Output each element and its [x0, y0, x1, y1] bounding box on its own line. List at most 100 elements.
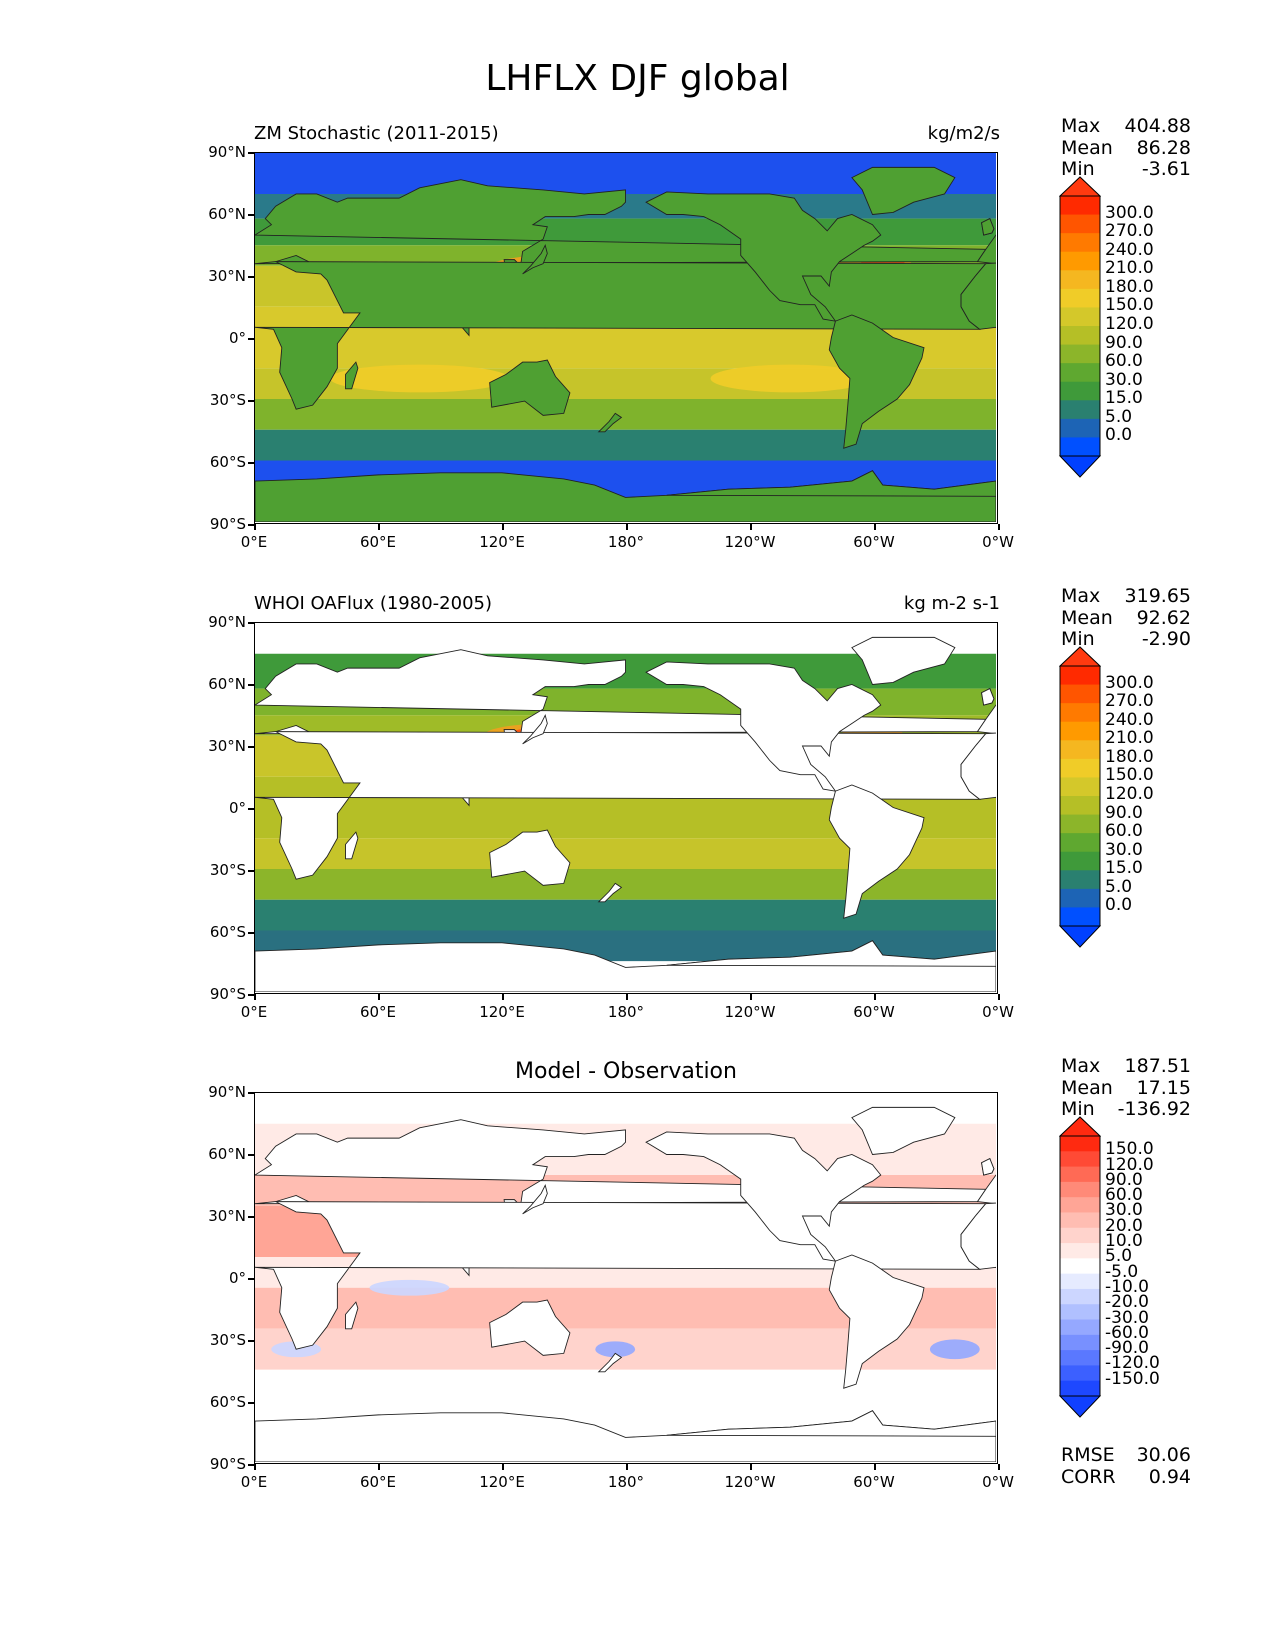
- x-tick-label: 180°: [607, 533, 645, 551]
- y-tick-label: 30°S: [209, 1331, 246, 1349]
- x-tick-label: 0°W: [982, 1003, 1014, 1021]
- stat-max: 187.51: [1124, 1055, 1191, 1077]
- y-tick-mark: [248, 870, 254, 872]
- coastline-africa-wrap: [960, 262, 996, 330]
- stat-max: 319.65: [1124, 585, 1191, 607]
- colorbar-label: 90.0: [1105, 1169, 1143, 1190]
- y-tick-mark: [248, 622, 254, 624]
- stat-mean: 92.62: [1136, 606, 1191, 629]
- corr-label: CORR: [1061, 1466, 1116, 1488]
- coastline-nz: [597, 882, 623, 903]
- stat-min: -2.90: [1141, 628, 1191, 650]
- x-tick-label: 120°E: [479, 533, 525, 551]
- sio-blob: [330, 364, 510, 393]
- y-tick-mark: [248, 524, 254, 526]
- colorbar-segment: [1060, 907, 1100, 927]
- y-tick-label: 60°N: [208, 205, 246, 223]
- colorbar-outline: [1059, 195, 1101, 457]
- colorbar-top-extend: [1058, 1116, 1102, 1137]
- coastline-samerica: [828, 314, 925, 449]
- coastline-japan: [522, 243, 548, 275]
- panel-obs: WHOI OAFlux (1980-2005) kg m-2 s-1 Max 31…: [0, 585, 1275, 1058]
- colorbar-label: 5.0: [1105, 406, 1133, 427]
- colorbar-svg: [1058, 176, 1102, 478]
- x-tick-label: 60°W: [853, 1473, 895, 1491]
- stat-mean: 17.15: [1136, 1076, 1191, 1099]
- y-tick-label: 0°: [228, 329, 246, 347]
- coastline-africa-wrap: [960, 1202, 996, 1270]
- coastline-greenland: [851, 166, 956, 215]
- colorbar-segment: [1060, 703, 1100, 723]
- colorbar-segment: [1060, 1350, 1100, 1366]
- colorbar-label: 60.0: [1105, 821, 1143, 842]
- colorbar-segment: [1060, 1243, 1100, 1259]
- colorbar-label: 150.0: [1105, 295, 1154, 316]
- stat-min-label: Min: [1061, 628, 1095, 650]
- colorbar-label: -60.0: [1105, 1322, 1149, 1343]
- colorbar-label: 5.0: [1105, 1246, 1133, 1267]
- colorbar-label: -5.0: [1105, 1261, 1139, 1282]
- colorbar-segment: [1060, 851, 1100, 871]
- map-svg: [255, 623, 996, 992]
- figure-title: LHFLX DJF global: [485, 58, 790, 99]
- stat-max-label: Max: [1061, 585, 1101, 607]
- x-tick-label: 120°E: [479, 1473, 525, 1491]
- y-tick-mark: [248, 932, 254, 934]
- colorbar-label: 15.0: [1105, 858, 1143, 879]
- colorbar-label: 0.0: [1105, 895, 1133, 916]
- colorbar-label: 15.0: [1105, 388, 1143, 409]
- coastline-australia: [489, 829, 571, 886]
- y-tick-label: 90°N: [208, 613, 246, 631]
- colorbar-segment: [1060, 796, 1100, 816]
- y-tick-label: 90°S: [209, 985, 246, 1003]
- colorbar-segment: [1060, 1334, 1100, 1351]
- coastline-madagascar: [345, 831, 359, 860]
- y-tick-mark: [248, 1402, 254, 1404]
- coastline-eurasia-wrap: [976, 234, 996, 265]
- y-tick-mark: [248, 152, 254, 154]
- coastline-namerica: [645, 191, 882, 322]
- stat-max-label: Max: [1061, 115, 1101, 137]
- x-tick-mark: [502, 994, 504, 1000]
- y-tick-label: 60°S: [209, 1393, 246, 1411]
- colorbar-label: 150.0: [1105, 765, 1154, 786]
- x-tick-label: 0°W: [982, 1473, 1014, 1491]
- colorbar-label: 60.0: [1105, 351, 1143, 372]
- rmse-label: RMSE: [1061, 1444, 1115, 1466]
- panel-title-center: Model - Observation: [515, 1059, 737, 1084]
- y-tick-mark: [248, 400, 254, 402]
- stat-min-label: Min: [1061, 158, 1095, 180]
- x-tick-mark: [378, 1464, 380, 1470]
- colorbar-segment: [1060, 1166, 1100, 1183]
- colorbar-label: -90.0: [1105, 1338, 1149, 1359]
- colorbar-label: 300.0: [1105, 672, 1154, 693]
- x-tick-mark: [874, 524, 876, 530]
- x-tick-mark: [626, 524, 628, 530]
- x-tick-label: 60°E: [359, 1003, 397, 1021]
- colorbar-segment: [1060, 251, 1100, 271]
- y-tick-label: 30°S: [209, 861, 246, 879]
- y-tick-label: 90°N: [208, 143, 246, 161]
- colorbar-top-extend: [1058, 176, 1102, 197]
- coastline-namerica: [645, 661, 882, 792]
- x-tick-label: 120°W: [724, 533, 776, 551]
- x-tick-mark: [750, 524, 752, 530]
- colorbar-segment: [1060, 888, 1100, 908]
- colorbar-segment: [1060, 288, 1100, 308]
- x-tick-mark: [502, 524, 504, 530]
- y-tick-mark: [248, 1154, 254, 1156]
- x-tick-label: 60°W: [853, 1003, 895, 1021]
- colorbar-label: 240.0: [1105, 239, 1154, 260]
- coastline-nz: [597, 412, 623, 433]
- colorbar-segment: [1060, 1197, 1100, 1213]
- panel-units: kg/m2/s: [927, 123, 1000, 144]
- y-tick-mark: [248, 994, 254, 996]
- panel-title-left: WHOI OAFlux (1980-2005): [254, 593, 492, 614]
- colorbar-label: 5.0: [1105, 876, 1133, 897]
- stats-box: Max 319.65 Mean 92.62 Min -2.90: [1061, 585, 1191, 651]
- colorbar-label: -150.0: [1105, 1368, 1160, 1389]
- colorbar-outline: [1059, 1135, 1101, 1397]
- obs-band: [255, 899, 996, 931]
- colorbar-segment: [1060, 1319, 1100, 1336]
- x-tick-mark: [998, 524, 1000, 530]
